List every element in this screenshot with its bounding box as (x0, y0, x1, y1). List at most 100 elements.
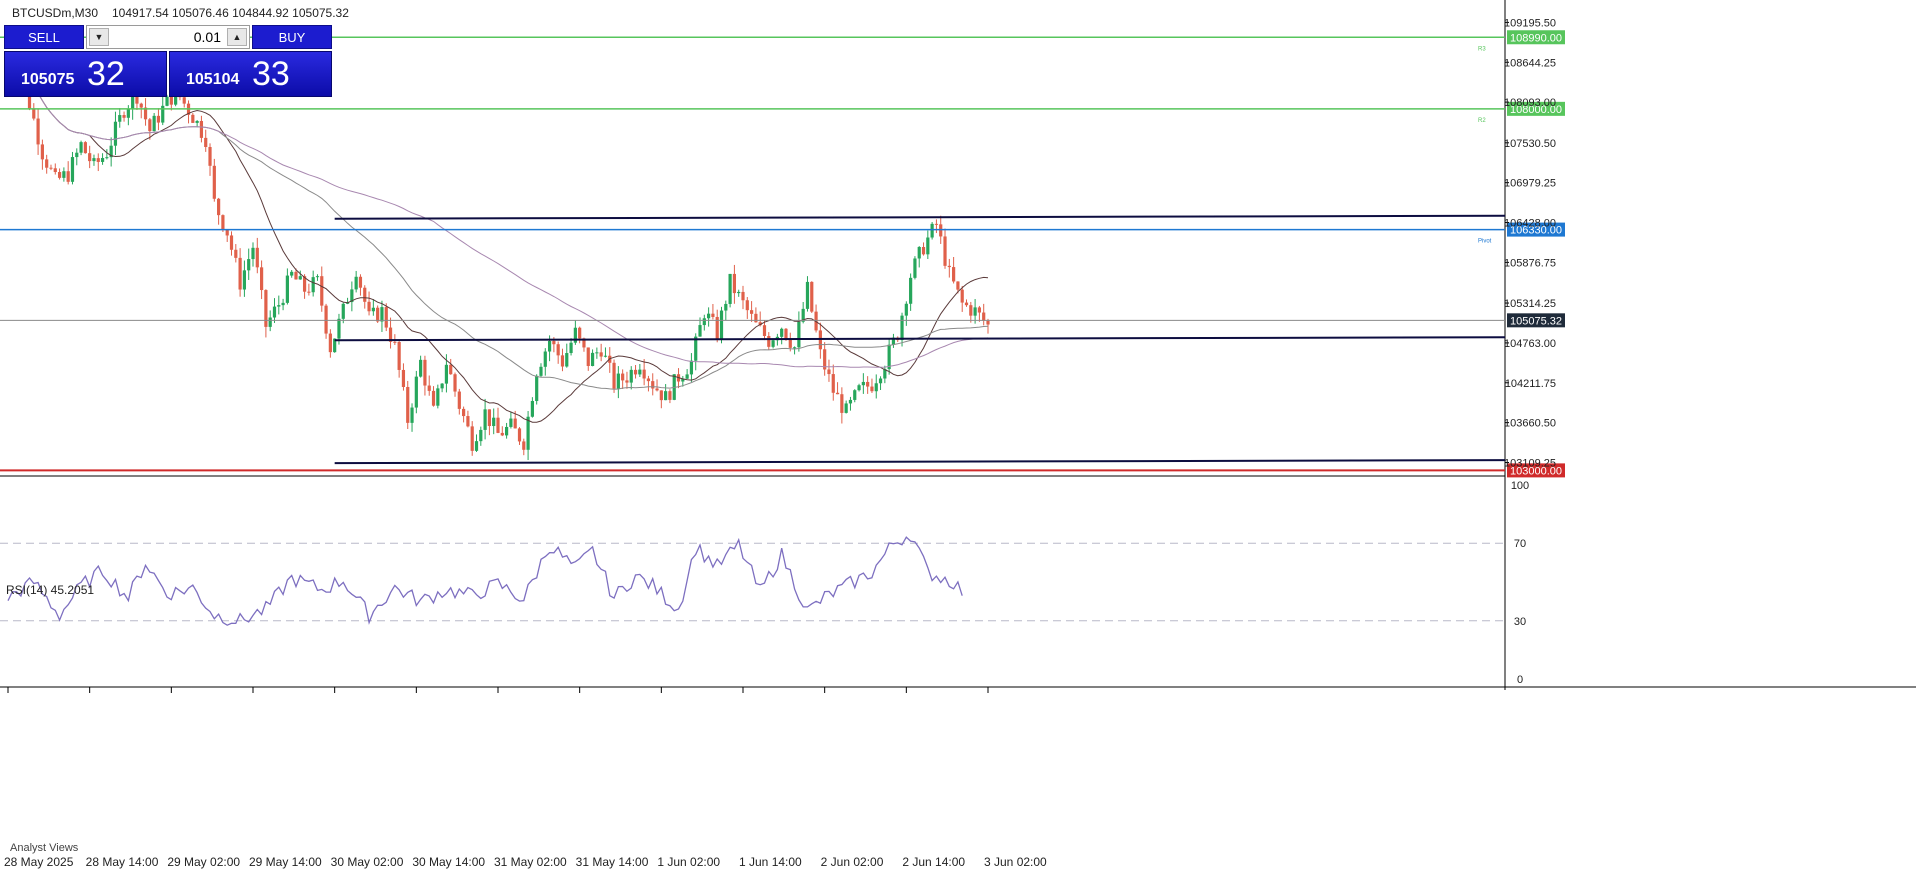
candle-body (376, 307, 380, 322)
candle-body (307, 291, 311, 293)
candle-body (453, 374, 457, 392)
candle-body (131, 94, 135, 110)
candle-body (504, 426, 509, 436)
candle-body (526, 416, 530, 450)
sell-price-box[interactable]: 105075 32 (4, 51, 167, 97)
price-tick-label: 108093.00 (1504, 97, 1556, 109)
candle-body (977, 307, 982, 313)
candle-body (792, 347, 797, 349)
candle-body (79, 142, 83, 153)
candle-body (702, 318, 706, 326)
sell-button[interactable]: SELL (4, 25, 84, 49)
chart-ohlc-values: 104917.54 105076.46 104844.92 105075.32 (112, 6, 349, 20)
rsi-tick-label: 100 (1511, 480, 1529, 492)
candle-body (363, 287, 367, 302)
buy-button[interactable]: BUY (252, 25, 332, 49)
candle-body (199, 120, 204, 138)
candle-body (857, 385, 861, 391)
candle-body (689, 360, 694, 375)
lot-decrease-icon[interactable]: ▼ (89, 28, 109, 46)
candle-body (784, 328, 788, 340)
one-click-trading-panel: SELL ▼ ▲ BUY 105075 32 105104 33 (4, 25, 332, 97)
candle-body (109, 145, 113, 158)
candle-body (341, 303, 345, 319)
candle-body (754, 313, 758, 323)
lot-size-input[interactable] (111, 28, 225, 46)
candle-body (745, 300, 749, 311)
candle-body (354, 276, 358, 290)
candle-body (419, 359, 423, 377)
candle-body (517, 428, 522, 442)
candle-body (414, 376, 418, 408)
candle-body (827, 369, 831, 375)
level-tag-r3 (1507, 30, 1565, 45)
candle-body (315, 276, 320, 278)
candle-body (934, 223, 939, 225)
candle-body (861, 381, 865, 386)
candle-body (500, 432, 504, 436)
candle-body (152, 115, 156, 132)
candle-body (629, 369, 633, 383)
candle-body (732, 273, 737, 294)
price-tick-label: 109195.50 (1504, 17, 1556, 29)
price-tick-label: 103109.25 (1504, 457, 1556, 469)
time-tick-label: 1 Jun 02:00 (657, 855, 720, 869)
candle-body (917, 246, 921, 259)
price-tick-label: 103660.50 (1504, 418, 1556, 430)
candle-body (651, 381, 655, 389)
candle-body (982, 312, 986, 321)
candle-body (118, 115, 122, 122)
candle-body (698, 325, 702, 337)
candle-body (462, 408, 466, 417)
candle-body (281, 302, 285, 306)
time-tick-label: 2 Jun 14:00 (902, 855, 965, 869)
price-tick-label: 106979.25 (1504, 178, 1556, 190)
candle-body (801, 308, 805, 322)
rsi-pane[interactable]: 100 70 30 0 (0, 480, 1529, 686)
analyst-views-tab[interactable]: Analyst Views (10, 842, 79, 854)
time-tick-label: 3 Jun 02:00 (984, 855, 1047, 869)
candle-body (32, 108, 36, 119)
candle-body (272, 306, 277, 318)
candle-body (805, 281, 810, 309)
price-pane[interactable]: R3 R2 Pivot (0, 0, 1916, 690)
price-tick-label: 108644.25 (1504, 57, 1556, 69)
candle-body (874, 383, 878, 392)
candle-body (268, 317, 272, 327)
candle-body (866, 381, 870, 387)
level-tag-r2 (1507, 101, 1565, 116)
candle-body (225, 229, 229, 236)
lot-increase-icon[interactable]: ▲ (227, 28, 247, 46)
candle-body (973, 307, 977, 316)
candle-body (780, 328, 784, 337)
candle-body (427, 385, 431, 391)
level-name-r3: R3 (1478, 46, 1486, 52)
time-tick-label: 2 Jun 02:00 (821, 855, 884, 869)
candle-body (470, 426, 474, 451)
candle-body (810, 281, 814, 312)
candle-body (878, 378, 883, 384)
candle-body (449, 364, 453, 375)
candle-body (436, 388, 440, 406)
candle-body (926, 237, 930, 255)
candle-body (302, 276, 307, 292)
candle-body (539, 366, 543, 376)
candle-body (513, 418, 517, 429)
candle-body (277, 305, 281, 307)
level-name-r2: R2 (1478, 118, 1486, 124)
candle-body (40, 144, 44, 160)
candle-body (823, 349, 827, 370)
candle-body (913, 258, 917, 278)
candle-body (719, 310, 724, 340)
price-tick-label: 107530.50 (1504, 138, 1556, 150)
buy-price-box[interactable]: 105104 33 (169, 51, 332, 97)
candle-body (737, 291, 741, 294)
candle-body (479, 429, 483, 442)
candle-body (45, 159, 49, 168)
candle-body (324, 305, 328, 334)
candle-body (229, 235, 234, 250)
candle-body (685, 374, 689, 379)
candle-body (135, 94, 139, 104)
